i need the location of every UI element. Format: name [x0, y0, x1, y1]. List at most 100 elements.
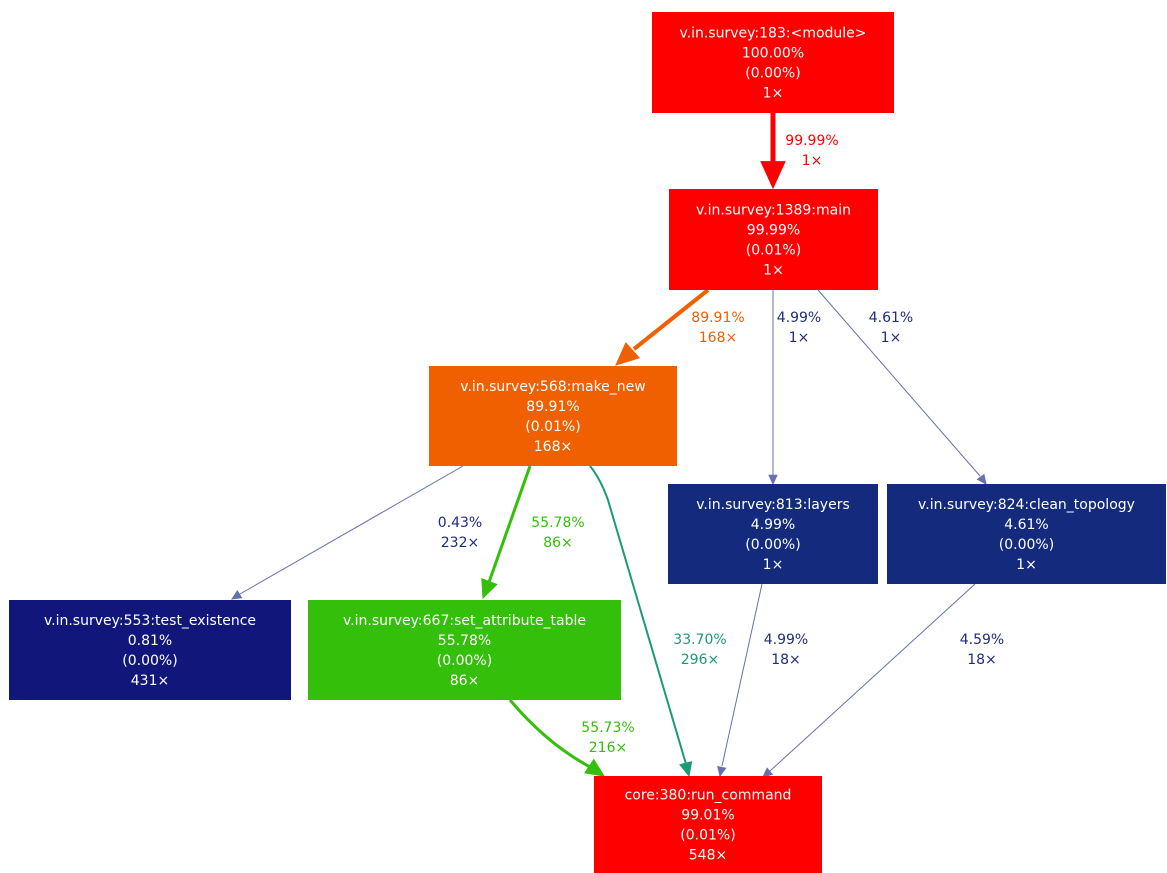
edge-percent-label: 0.43% — [438, 515, 482, 531]
node-function-name: v.in.survey:568:make_new — [460, 379, 645, 395]
edge-arrowhead — [976, 473, 987, 485]
edge-label-module-main: 99.99% 1× — [785, 133, 838, 169]
edge-label-layers-run_command: 4.99% 18× — [764, 632, 808, 668]
node-function-name: v.in.survey:824:clean_topology — [918, 497, 1135, 513]
edge-percent-label: 55.78% — [531, 515, 584, 531]
node-total-percent: 99.99% — [747, 223, 800, 239]
node-clean_topology[interactable]: v.in.survey:824:clean_topology 4.61% (0.00… — [887, 484, 1166, 584]
edge-line — [239, 465, 464, 595]
edge-arrowhead — [679, 761, 693, 778]
edge-percent-label: 99.99% — [785, 133, 838, 149]
edge-call-count-label: 232× — [441, 535, 479, 551]
edge-line — [721, 583, 763, 767]
edge-call-count-label: 168× — [699, 330, 737, 346]
node-call-count: 1× — [763, 557, 784, 573]
node-box[interactable] — [308, 600, 621, 700]
edge-percent-label: 55.73% — [581, 720, 634, 736]
node-box[interactable] — [429, 366, 677, 466]
node-box[interactable] — [9, 600, 291, 700]
edge-line — [486, 465, 532, 586]
edge-label-make_new-set_attribute_table: 55.78% 86× — [531, 515, 584, 551]
edge-label-clean_topology-run_command: 4.59% 18× — [960, 632, 1004, 668]
node-self-percent: (0.00%) — [122, 653, 177, 669]
edge-make_new-run_command — [589, 465, 693, 778]
edge-main-make_new — [615, 288, 710, 366]
node-call-count: 1× — [763, 86, 784, 102]
node-self-percent: (0.00%) — [745, 537, 800, 553]
edge-clean_topology-run_command — [762, 583, 976, 778]
node-total-percent: 55.78% — [438, 633, 491, 649]
node-module[interactable]: v.in.survey:183:<module> 100.00% (0.00%) 1× — [652, 12, 894, 113]
edge-call-count-label: 86× — [543, 535, 573, 551]
edge-percent-label: 4.61% — [869, 310, 913, 326]
edge-label-layer: 99.99% 1× 89.91% 168× 4.99% 1× 4.61% 1× 0.43% 232… — [438, 133, 1004, 756]
edge-label-make_new-run_command: 33.70% 296× — [673, 632, 726, 668]
node-self-percent: (0.01%) — [746, 243, 801, 259]
edge-label-main-layers: 4.99% 1× — [777, 310, 821, 346]
edge-arrowhead — [230, 590, 243, 600]
node-call-count: 86× — [450, 673, 480, 689]
node-layer: v.in.survey:183:<module> 100.00% (0.00%) 1×… — [9, 12, 1166, 873]
node-total-percent: 100.00% — [742, 46, 804, 62]
edge-layer — [230, 113, 987, 778]
node-total-percent: 4.61% — [1004, 517, 1048, 533]
node-self-percent: (0.01%) — [525, 419, 580, 435]
node-total-percent: 89.91% — [526, 399, 579, 415]
edge-label-main-make_new: 89.91% 168× — [691, 310, 744, 346]
node-self-percent: (0.00%) — [999, 537, 1054, 553]
node-call-count: 548× — [689, 848, 727, 864]
node-box[interactable] — [669, 189, 878, 290]
edge-percent-label: 4.59% — [960, 632, 1004, 648]
edge-main-clean_topology — [817, 289, 987, 485]
node-box[interactable] — [668, 484, 878, 584]
edge-make_new-set_attribute_table — [481, 465, 532, 600]
edge-call-count-label: 18× — [967, 652, 997, 668]
edge-percent-label: 4.99% — [777, 310, 821, 326]
edge-line — [589, 465, 687, 765]
edge-arrowhead — [768, 474, 778, 486]
edge-label-make_new-test_existence: 0.43% 232× — [438, 515, 482, 551]
edge-make_new-test_existence — [230, 465, 464, 600]
edge-call-count-label: 216× — [589, 740, 627, 756]
edge-arrowhead — [762, 767, 774, 778]
edge-label-main-clean_topology: 4.61% 1× — [869, 310, 913, 346]
node-function-name: v.in.survey:183:<module> — [679, 26, 866, 42]
edge-module-main — [760, 113, 786, 190]
node-total-percent: 4.99% — [751, 517, 795, 533]
edge-arrowhead — [717, 765, 727, 778]
edge-call-count-label: 1× — [881, 330, 902, 346]
node-total-percent: 0.81% — [128, 633, 172, 649]
edge-arrowhead — [481, 577, 498, 600]
node-call-count: 168× — [534, 439, 572, 455]
node-call-count: 1× — [763, 263, 784, 279]
node-function-name: v.in.survey:553:test_existence — [44, 613, 256, 629]
node-function-name: v.in.survey:667:set_attribute_table — [343, 613, 586, 629]
node-box[interactable] — [887, 484, 1166, 584]
node-test_existence[interactable]: v.in.survey:553:test_existence 0.81% (0.00… — [9, 600, 291, 700]
edge-call-count-label: 1× — [789, 330, 810, 346]
node-main[interactable]: v.in.survey:1389:main 99.99% (0.01%) 1× — [669, 189, 878, 290]
node-box[interactable] — [594, 776, 822, 873]
node-self-percent: (0.00%) — [437, 653, 492, 669]
node-set_attribute_table[interactable]: v.in.survey:667:set_attribute_table 55.78… — [308, 600, 621, 700]
node-call-count: 431× — [131, 673, 169, 689]
node-function-name: v.in.survey:1389:main — [696, 203, 851, 219]
node-layers[interactable]: v.in.survey:813:layers 4.99% (0.00%) 1× — [668, 484, 878, 584]
edge-label-set_attribute_table-run_command: 55.73% 216× — [581, 720, 634, 756]
edge-percent-label: 89.91% — [691, 310, 744, 326]
edge-line — [769, 583, 976, 772]
edge-percent-label: 4.99% — [764, 632, 808, 648]
node-total-percent: 99.01% — [681, 808, 734, 824]
node-make_new[interactable]: v.in.survey:568:make_new 89.91% (0.01%) 168… — [429, 366, 677, 466]
edge-call-count-label: 1× — [802, 153, 823, 169]
node-function-name: core:380:run_command — [625, 788, 792, 804]
edge-main-layers — [768, 290, 778, 486]
node-self-percent: (0.00%) — [745, 66, 800, 82]
edge-arrowhead — [584, 758, 606, 777]
edge-line — [817, 289, 981, 477]
node-box[interactable] — [652, 12, 894, 113]
edge-line — [632, 288, 710, 351]
edge-call-count-label: 18× — [771, 652, 801, 668]
node-run_command[interactable]: core:380:run_command 99.01% (0.01%) 548× — [594, 776, 822, 873]
